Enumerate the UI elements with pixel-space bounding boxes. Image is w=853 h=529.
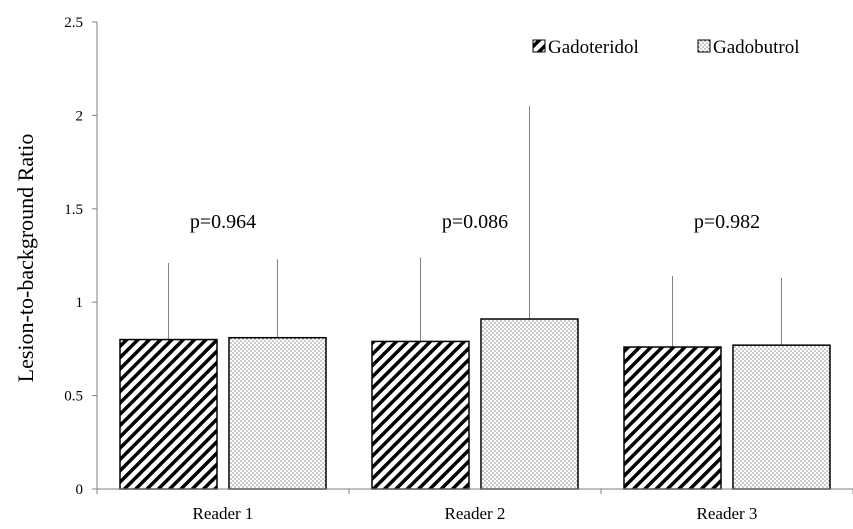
x-labels: Reader 1 Reader 2 Reader 3 <box>193 504 758 523</box>
error-bars <box>168 106 782 348</box>
bar-gadoteridol <box>623 346 722 490</box>
y-axis-label: Lesion-to-background Ratio <box>13 134 38 383</box>
p-value-label: p=0.964 <box>190 211 256 233</box>
legend-item-gadobutrol: Gadobutrol <box>697 37 800 58</box>
p-value-annotations: p=0.964 p=0.086 p=0.982 <box>190 211 760 233</box>
bars <box>119 318 831 490</box>
legend: Gadoteridol Gadobutrol <box>532 37 800 58</box>
bar-gadoteridol <box>119 338 218 490</box>
x-tick-label: Reader 2 <box>445 504 506 523</box>
legend-label-gadoteridol: Gadoteridol <box>548 37 639 58</box>
y-tick-label: 2.5 <box>64 15 83 31</box>
y-tick-label: 0.5 <box>64 389 83 405</box>
p-value-label: p=0.086 <box>442 211 508 233</box>
x-tick-label: Reader 1 <box>193 504 254 523</box>
bar-gadobutrol <box>732 344 831 490</box>
x-tick-label: Reader 3 <box>697 504 758 523</box>
y-tick-label: 2 <box>76 108 84 124</box>
axes <box>96 22 853 494</box>
legend-item-gadoteridol: Gadoteridol <box>532 37 639 58</box>
legend-swatch-gadoteridol <box>532 39 546 53</box>
y-tick-label: 1 <box>76 295 84 311</box>
bar-gadobutrol <box>228 336 327 490</box>
p-value-label: p=0.982 <box>694 211 760 233</box>
legend-label-gadobutrol: Gadobutrol <box>713 37 800 58</box>
bar-gadoteridol <box>371 340 470 490</box>
y-ticks: 0 0.5 1 1.5 2 2.5 <box>64 15 97 498</box>
legend-swatch-gadobutrol <box>697 39 711 53</box>
y-tick-label: 1.5 <box>64 202 83 218</box>
y-tick-label: 0 <box>76 482 84 498</box>
bar-gadobutrol <box>480 318 579 490</box>
